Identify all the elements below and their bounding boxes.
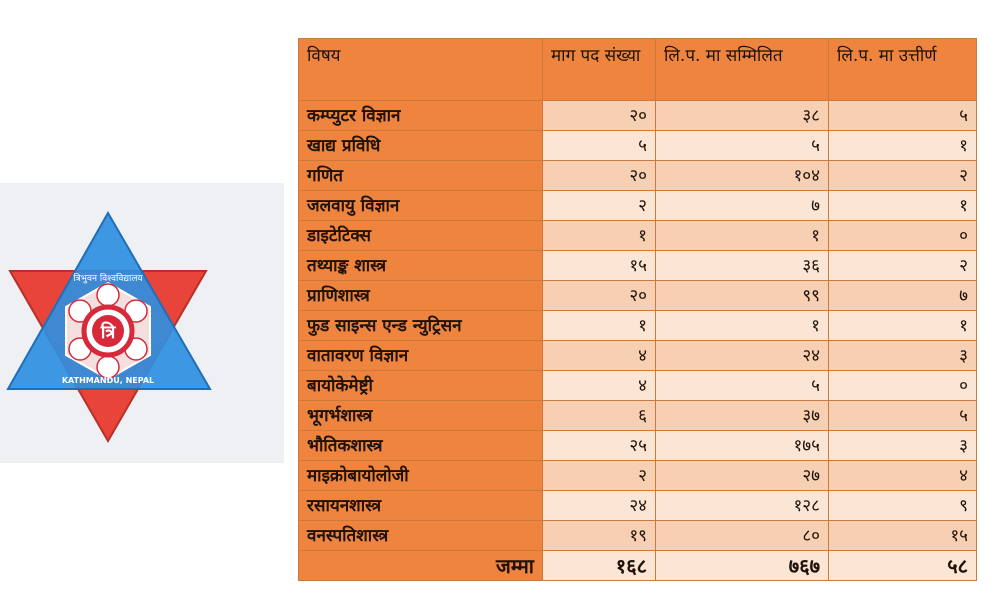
cell-demand-posts: १५ xyxy=(542,250,656,281)
cell-subject: फुड साइन्स एन्ड न्युट्रिसन xyxy=(298,310,543,341)
cell-exam-appeared: १०४ xyxy=(655,160,829,191)
table-row: तथ्याङ्क शास्त्र १५ ३६ २ xyxy=(298,250,977,281)
table-row: डाइटेटिक्स १ १ ० xyxy=(298,220,977,251)
vacancy-results-table-wrapper: विषय माग पद संख्या लि.प. मा सम्मिलित लि.… xyxy=(298,38,977,581)
cell-subject: गणित xyxy=(298,160,543,191)
cell-exam-appeared: १ xyxy=(655,220,829,251)
cell-exam-passed: ० xyxy=(828,220,977,251)
header-demand-posts: माग पद संख्या xyxy=(542,38,656,101)
cell-demand-posts: २४ xyxy=(542,490,656,521)
table-row: गणित २० १०४ २ xyxy=(298,160,977,191)
cell-subject: बायोकेमेष्ट्री xyxy=(298,370,543,401)
cell-exam-appeared: ३७ xyxy=(655,400,829,431)
cell-exam-appeared: ५ xyxy=(655,370,829,401)
cell-exam-passed: २ xyxy=(828,160,977,191)
table-row: बायोकेमेष्ट्री ४ ५ ० xyxy=(298,370,977,401)
cell-exam-passed: ५ xyxy=(828,100,977,131)
cell-exam-appeared: ३६ xyxy=(655,250,829,281)
table-body: कम्प्युटर विज्ञान २० ३८ ५ खाद्य प्रविधि ५ ५ १ गण… xyxy=(298,100,977,551)
cell-exam-appeared: ९९ xyxy=(655,280,829,311)
cell-exam-passed: २ xyxy=(828,250,977,281)
table-row: खाद्य प्रविधि ५ ५ १ xyxy=(298,130,977,161)
table-row: भौतिकशास्त्र २५ १७५ ३ xyxy=(298,430,977,461)
table-row: वातावरण विज्ञान ४ २४ ३ xyxy=(298,340,977,371)
cell-subject: प्राणिशास्त्र xyxy=(298,280,543,311)
cell-demand-posts: २० xyxy=(542,160,656,191)
cell-exam-passed: १ xyxy=(828,190,977,221)
table-row: जलवायु विज्ञान २ ७ १ xyxy=(298,190,977,221)
cell-demand-posts: २५ xyxy=(542,430,656,461)
table-row: प्राणिशास्त्र २० ९९ ७ xyxy=(298,280,977,311)
cell-exam-passed: ७ xyxy=(828,280,977,311)
cell-exam-appeared: २७ xyxy=(655,460,829,491)
cell-exam-passed: ० xyxy=(828,370,977,401)
cell-demand-posts: २० xyxy=(542,100,656,131)
cell-demand-posts: १ xyxy=(542,220,656,251)
cell-exam-appeared: ७ xyxy=(655,190,829,221)
total-label: जम्मा xyxy=(298,550,543,581)
cell-subject: कम्प्युटर विज्ञान xyxy=(298,100,543,131)
cell-subject: रसायनशास्त्र xyxy=(298,490,543,521)
table-header-row: विषय माग पद संख्या लि.प. मा सम्मिलित लि.… xyxy=(298,38,977,101)
header-subject: विषय xyxy=(298,38,543,101)
cell-subject: जलवायु विज्ञान xyxy=(298,190,543,221)
cell-demand-posts: ६ xyxy=(542,400,656,431)
cell-demand-posts: २ xyxy=(542,190,656,221)
cell-subject: भौतिकशास्त्र xyxy=(298,430,543,461)
cell-exam-passed: १ xyxy=(828,130,977,161)
cell-exam-passed: ५ xyxy=(828,400,977,431)
cell-demand-posts: ४ xyxy=(542,340,656,371)
total-demand-posts: १६८ xyxy=(542,550,656,581)
logo-text-top: त्रिभुवन विश्वविद्यालय xyxy=(73,272,143,284)
cell-demand-posts: १ xyxy=(542,310,656,341)
cell-subject: वनस्पतिशास्त्र xyxy=(298,520,543,551)
table-row: भूगर्भशास्त्र ६ ३७ ५ xyxy=(298,400,977,431)
cell-exam-appeared: १७५ xyxy=(655,430,829,461)
cell-demand-posts: २० xyxy=(542,280,656,311)
table-row: वनस्पतिशास्त्र १९ ८० १५ xyxy=(298,520,977,551)
table-row: फुड साइन्स एन्ड न्युट्रिसन १ १ १ xyxy=(298,310,977,341)
cell-exam-appeared: ५ xyxy=(655,130,829,161)
table-total-row: जम्मा १६८ ७६७ ५८ xyxy=(298,550,977,581)
cell-demand-posts: ४ xyxy=(542,370,656,401)
cell-exam-appeared: ८० xyxy=(655,520,829,551)
cell-exam-passed: ४ xyxy=(828,460,977,491)
header-exam-appeared: लि.प. मा सम्मिलित xyxy=(655,38,829,101)
vacancy-results-table: विषय माग पद संख्या लि.प. मा सम्मिलित लि.… xyxy=(298,38,977,581)
cell-demand-posts: २ xyxy=(542,460,656,491)
cell-subject: भूगर्भशास्त्र xyxy=(298,400,543,431)
cell-subject: तथ्याङ्क शास्त्र xyxy=(298,250,543,281)
cell-exam-appeared: ३८ xyxy=(655,100,829,131)
logo-panel: त्रि त्रिभुवन विश्वविद्यालय KATHMANDU, N… xyxy=(0,183,284,463)
header-exam-passed: लि.प. मा उत्तीर्ण xyxy=(828,38,977,101)
cell-subject: डाइटेटिक्स xyxy=(298,220,543,251)
total-exam-appeared: ७६७ xyxy=(655,550,829,581)
cell-subject: खाद्य प्रविधि xyxy=(298,130,543,161)
total-exam-passed: ५८ xyxy=(828,550,977,581)
table-row: कम्प्युटर विज्ञान २० ३८ ५ xyxy=(298,100,977,131)
cell-subject: माइक्रोबायोलोजी xyxy=(298,460,543,491)
cell-exam-passed: ९ xyxy=(828,490,977,521)
cell-exam-appeared: १ xyxy=(655,310,829,341)
cell-subject: वातावरण विज्ञान xyxy=(298,340,543,371)
cell-demand-posts: १९ xyxy=(542,520,656,551)
table-row: माइक्रोबायोलोजी २ २७ ४ xyxy=(298,460,977,491)
cell-exam-passed: १५ xyxy=(828,520,977,551)
logo-text-bottom: KATHMANDU, NEPAL xyxy=(62,376,154,385)
logo-monogram: त्रि xyxy=(100,321,117,343)
cell-exam-passed: ३ xyxy=(828,340,977,371)
table-row: रसायनशास्त्र २४ १२८ ९ xyxy=(298,490,977,521)
cell-demand-posts: ५ xyxy=(542,130,656,161)
cell-exam-passed: ३ xyxy=(828,430,977,461)
cell-exam-passed: १ xyxy=(828,310,977,341)
cell-exam-appeared: १२८ xyxy=(655,490,829,521)
cell-exam-appeared: २४ xyxy=(655,340,829,371)
tribhuvan-university-logo-icon: त्रि त्रिभुवन विश्वविद्यालय KATHMANDU, N… xyxy=(6,210,212,444)
